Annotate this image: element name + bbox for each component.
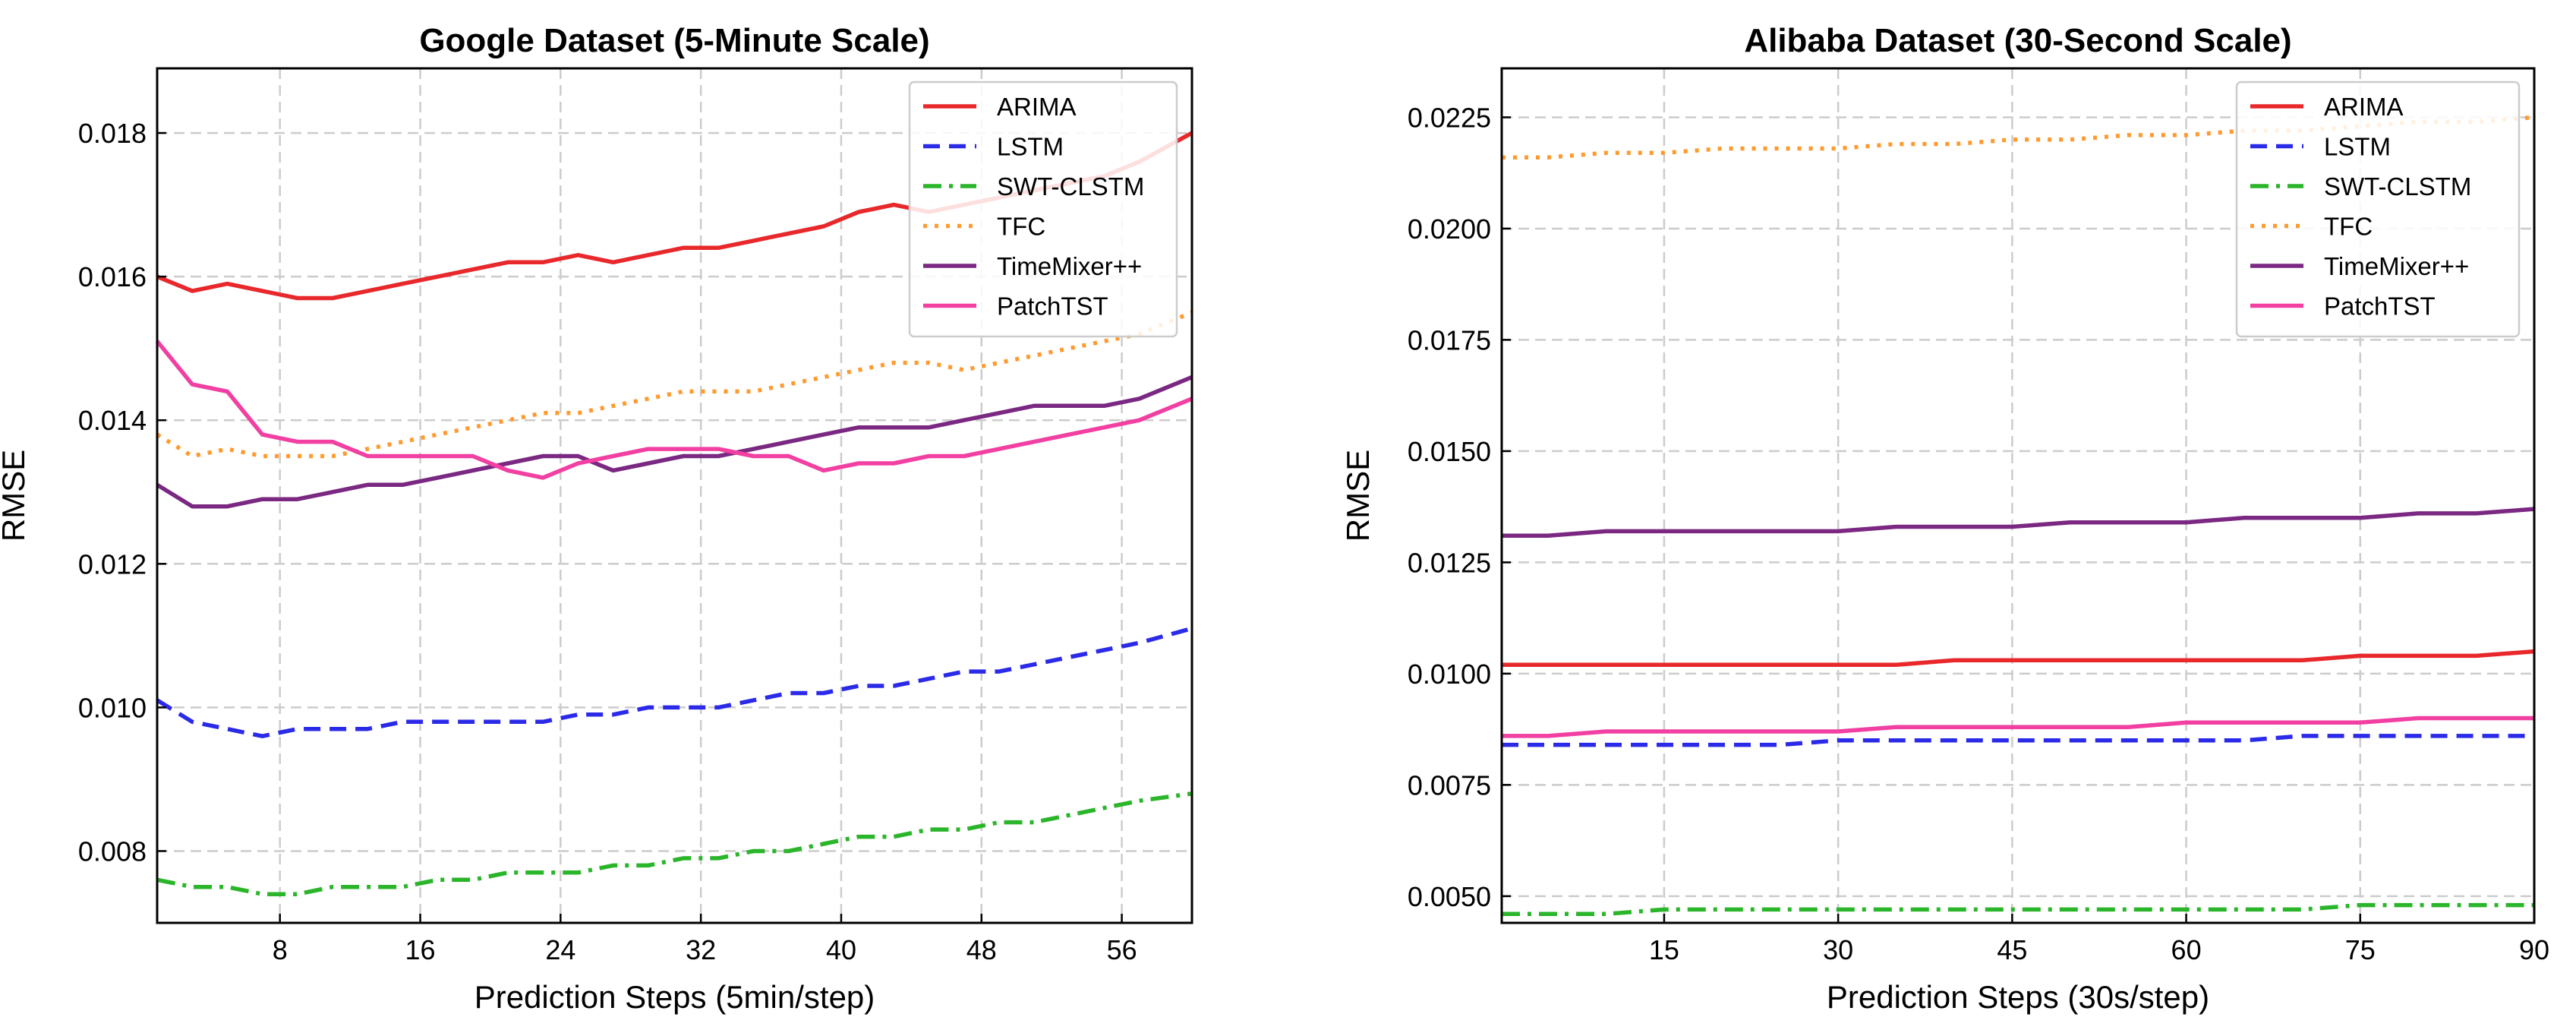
x-tick-label: 24 [545,934,575,965]
series-line-swt-clstm [1502,902,2534,917]
y-tick-label: 0.0225 [1408,102,1491,133]
x-tick-label: 15 [1649,934,1679,965]
x-tick-label: 16 [405,934,436,965]
legend-entry: LSTM [2324,133,2391,161]
y-tick-label: 0.016 [78,261,147,292]
y-tick-label: 0.0175 [1408,324,1491,355]
x-tick-label: 48 [966,934,997,965]
legend-entry: ARIMA [997,93,1077,121]
legend-entry: PatchTST [2324,292,2436,321]
y-tick-label: 0.0050 [1408,881,1491,912]
legend-entry: TFC [997,213,1045,241]
legend-entry: TimeMixer++ [2324,252,2469,280]
x-tick-label: 75 [2345,934,2376,965]
legend-entry: SWT-CLSTM [2324,172,2471,201]
x-tick-label: 90 [2519,934,2549,965]
legend-entry: ARIMA [2324,93,2404,121]
x-tick-label: 56 [1107,934,1137,965]
x-tick-label: 32 [686,934,716,965]
x-tick-label: 45 [1997,934,2027,965]
y-tick-label: 0.0125 [1408,547,1491,578]
y-tick-label: 0.010 [78,692,147,723]
y-tick-label: 0.0100 [1408,659,1491,690]
legend-entry: TimeMixer++ [997,252,1142,280]
series-line-timemixer- [156,374,1193,509]
x-axis-label: Prediction Steps (30s/step) [1827,979,2209,1015]
series-line-tfc [156,310,1193,459]
y-tick-label: 0.0200 [1408,213,1491,245]
legend-entry: TFC [2324,213,2373,241]
y-tick-label: 0.012 [78,548,147,580]
y-tick-label: 0.018 [78,118,147,149]
plot-frame [1500,67,2536,924]
x-tick-label: 8 [273,934,288,965]
y-tick-label: 0.008 [78,836,147,867]
series-line-timemixer- [1502,507,2535,538]
series-line-swt-clstm [156,791,1193,896]
chart-title: Alibaba Dataset (30-Second Scale) [1744,22,2291,59]
x-tick-label: 40 [826,934,856,965]
series-line-patchtst [155,340,1193,480]
legend-box [2235,81,2521,338]
series-line-patchtst [1502,716,2534,738]
alibaba-chart-panel: 15 30 45 60 75 90 0.0050 0.0075 0.0100 0.0125 0.01… [1340,22,2549,1015]
series-line-tfc [1502,115,2535,160]
series-line-arima [1502,649,2535,667]
plot-frame [156,67,1193,924]
y-tick-label: 0.014 [78,405,147,436]
series-line-lstm [1502,734,2534,747]
legend: ARIMA LSTM SWT-CLSTM TFC TimeMixer++ PatchTST [908,81,1178,338]
x-axis-label: Prediction Steps (5min/step) [475,979,875,1015]
y-tick-label: 0.0075 [1408,769,1491,801]
chart-title: Google Dataset (5-Minute Scale) [419,22,929,59]
legend-entry: LSTM [997,133,1064,161]
google-chart-panel: 8 16 24 32 40 48 56 0.008 0.010 0.012 0.014 0.016 0.… [0,22,1193,1015]
legend-entry: PatchTST [997,292,1108,321]
legend-entry: SWT-CLSTM [997,172,1144,201]
y-axis-label: RMSE [1340,450,1376,542]
x-tick-label: 60 [2171,934,2202,965]
series-line-lstm [156,626,1193,738]
y-tick-label: 0.0150 [1408,436,1491,467]
x-tick-label: 30 [1823,934,1853,965]
y-axis-label: RMSE [0,450,31,542]
legend: ARIMA LSTM SWT-CLSTM TFC TimeMixer++ PatchTST [2235,81,2521,338]
